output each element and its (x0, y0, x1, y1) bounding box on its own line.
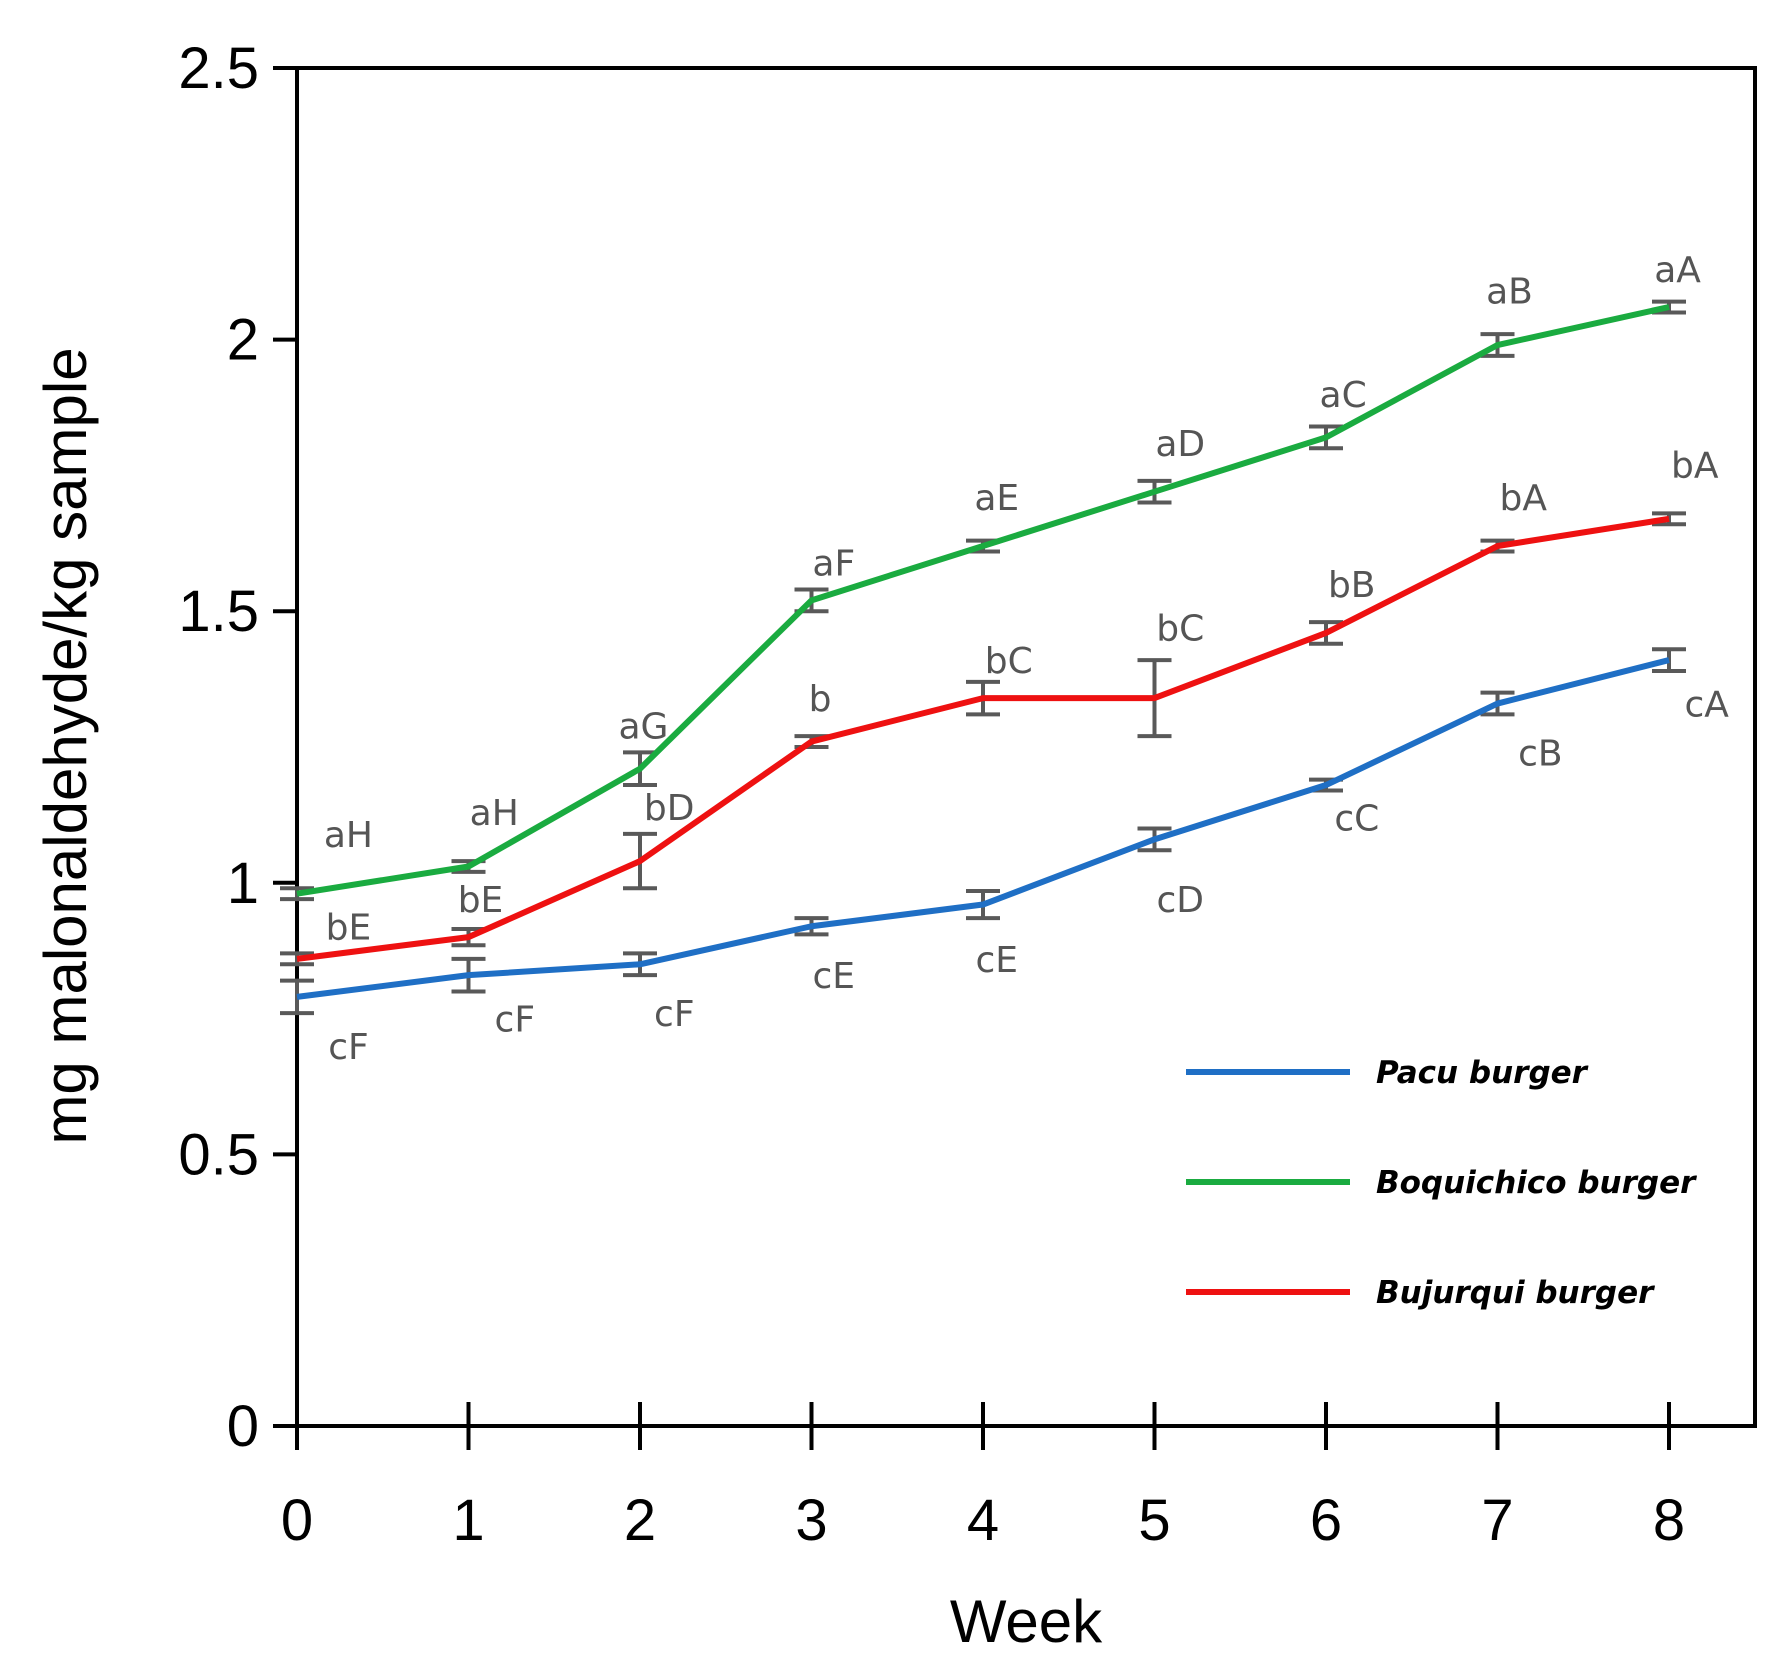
plot-frame (295, 66, 1757, 1428)
x-tick-label: 7 (1481, 1488, 1513, 1553)
significance-label: aH (470, 793, 519, 834)
significance-label: aG (618, 706, 668, 747)
significance-label: bA (1671, 446, 1719, 487)
significance-label: cB (1518, 733, 1563, 774)
significance-label: cF (328, 1027, 369, 1068)
x-tick-label: 3 (795, 1488, 827, 1553)
y-tick-label: 2 (227, 308, 259, 373)
significance-label: bC (1156, 608, 1204, 649)
series-line-boquichico-burger (296, 304, 1670, 897)
series-line-pacu-burger (296, 657, 1670, 1000)
significance-label: cF (495, 1000, 536, 1041)
significance-label: aB (1486, 272, 1533, 313)
y-axis-title: mg malonaldehyde/kg sample (32, 347, 99, 1144)
x-tick-label: 1 (452, 1488, 484, 1553)
significance-label: aE (974, 478, 1019, 519)
x-tick-label: 5 (1138, 1488, 1170, 1553)
significance-label: aF (812, 543, 855, 584)
significance-label: bE (458, 880, 504, 921)
x-tick-label: 8 (1653, 1488, 1685, 1553)
x-tick-label: 0 (281, 1488, 313, 1553)
y-tick-label: 1.5 (178, 579, 259, 644)
y-tick-label: 1 (227, 851, 259, 916)
series-line-bujurqui-burger (296, 515, 1670, 962)
significance-label: cE (975, 940, 1018, 981)
significance-label: bD (644, 788, 695, 829)
significance-label: cD (1156, 880, 1204, 921)
significance-label: bC (985, 641, 1033, 682)
legend: Pacu burger Boquichico burger Bujurqui bur… (1186, 1055, 1697, 1311)
x-tick-label: 6 (1310, 1488, 1342, 1553)
significance-label: bE (326, 907, 372, 948)
x-tick-label: 2 (624, 1488, 656, 1553)
significance-label: aH (324, 815, 373, 856)
significance-label: aA (1654, 250, 1701, 291)
legend-label-pacu-burger: Pacu burger (1376, 1055, 1589, 1091)
x-axis-ticks: 0 1 2 3 4 5 6 7 8 (281, 1402, 1685, 1553)
series-lines (296, 304, 1670, 1000)
significance-label: bB (1328, 565, 1376, 606)
significance-label: cF (654, 994, 695, 1035)
significance-label: aD (1155, 424, 1205, 465)
significance-label: bA (1499, 478, 1547, 519)
legend-label-boquichico-burger: Boquichico burger (1376, 1165, 1697, 1201)
y-tick-label: 0.5 (178, 1122, 259, 1187)
significance-label: aC (1320, 375, 1367, 416)
significance-label: cC (1334, 799, 1379, 840)
y-tick-label: 0 (227, 1394, 259, 1459)
significance-label: b (809, 679, 832, 720)
x-tick-label: 4 (967, 1488, 999, 1553)
legend-label-bujurqui-burger: Bujurqui burger (1376, 1275, 1655, 1311)
significance-label: cA (1685, 685, 1730, 726)
y-tick-label: 2.5 (178, 36, 259, 101)
significance-labels: cF cF cF cE cE cD cC cB cA aH aH aG aF aE aD aC aB aA bE bE… (324, 250, 1729, 1068)
significance-label: cE (813, 956, 856, 997)
x-axis-title: Week (950, 1588, 1103, 1655)
y-axis-ticks: 0 0.5 1 1.5 2 2.5 (178, 36, 297, 1459)
